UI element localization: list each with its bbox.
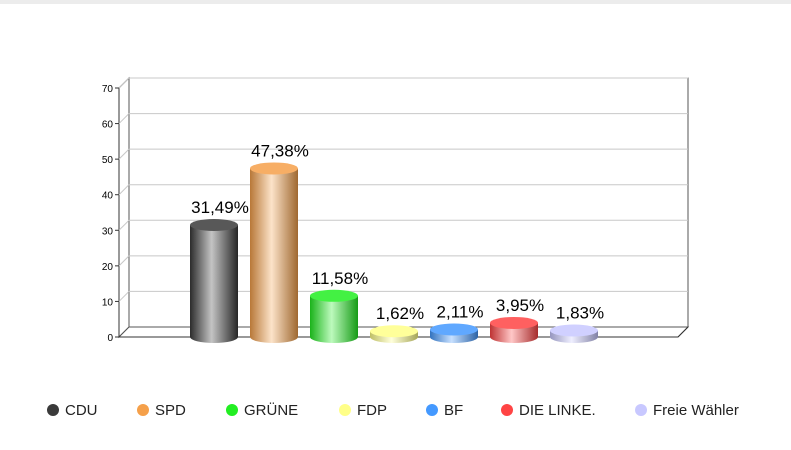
legend-item: CDU (47, 398, 98, 422)
legend-swatch-icon (47, 404, 59, 416)
data-label: 1,83% (556, 303, 604, 322)
bar-cap (250, 162, 298, 175)
grid-line-side (118, 184, 130, 196)
bar-cap (490, 316, 538, 329)
bar-body (250, 168, 298, 343)
legend-label: SPD (155, 401, 186, 419)
data-label: 47,38% (251, 141, 309, 160)
bar-spd (250, 162, 298, 343)
legend-item: GRÜNE (226, 398, 298, 422)
legend-label: DIE LINKE. (519, 401, 596, 419)
grid-line-side (118, 291, 130, 302)
legend-label: CDU (65, 401, 98, 419)
bar-body (190, 224, 238, 343)
bar-cap (430, 323, 478, 336)
y-tick-label: 60 (102, 120, 114, 131)
legend-swatch-icon (501, 404, 513, 416)
legend-label: GRÜNE (244, 401, 299, 419)
data-label: 2,11% (437, 302, 484, 321)
data-label: 31,49% (191, 198, 249, 217)
bar-cap (310, 289, 358, 302)
legend-swatch-icon (226, 404, 238, 416)
bar-bf (430, 323, 478, 343)
data-label: 3,95% (496, 296, 544, 315)
grid-line-side (118, 255, 130, 267)
bar-cap (190, 218, 238, 231)
y-tick-label: 50 (102, 155, 114, 166)
legend: CDU SPD GRÜNE FDP BF DIE LINKE. Freie Wähler (0, 398, 791, 422)
floor-edge (677, 326, 689, 338)
legend-item: BF (426, 398, 463, 422)
bar-die-linke- (490, 316, 538, 343)
legend-item: Freie Wähler (635, 398, 739, 422)
bar-cap (550, 324, 598, 337)
legend-swatch-icon (426, 404, 438, 416)
bar-fdp (370, 325, 418, 343)
bar-freie-wähler (550, 324, 598, 343)
data-label: 1,62% (376, 304, 424, 323)
legend-label: FDP (357, 401, 387, 419)
grid-line-side (118, 77, 130, 89)
bar-body (310, 295, 358, 343)
bar-chart: 0 10 20 30 40 50 60 70 31,49% 47,38% 11,58% 1,62% 2… (102, 76, 690, 344)
y-tick-label: 20 (102, 262, 114, 273)
grid-line-side (118, 219, 130, 231)
bar-grüne (310, 289, 358, 343)
y-tick-label: 40 (102, 191, 114, 202)
y-tick-label: 10 (102, 297, 114, 308)
y-tick-label: 70 (102, 84, 114, 95)
legend-item: DIE LINKE. (501, 398, 596, 422)
legend-item: FDP (339, 398, 387, 422)
grid-line-side (118, 148, 130, 160)
plot-side-wall (118, 76, 130, 339)
legend-swatch-icon (635, 404, 647, 416)
top-bar (0, 0, 791, 4)
data-label: 11,58% (312, 269, 368, 288)
legend-item: SPD (137, 398, 186, 422)
bar-cdu (190, 218, 238, 343)
y-tick-label: 0 (107, 333, 113, 344)
legend-swatch-icon (339, 404, 351, 416)
y-tick-label: 30 (102, 226, 114, 237)
legend-label: Freie Wähler (653, 401, 739, 419)
grid-line-side (118, 113, 130, 124)
legend-label: BF (444, 401, 464, 419)
legend-swatch-icon (137, 404, 149, 416)
bar-cap (370, 325, 418, 338)
